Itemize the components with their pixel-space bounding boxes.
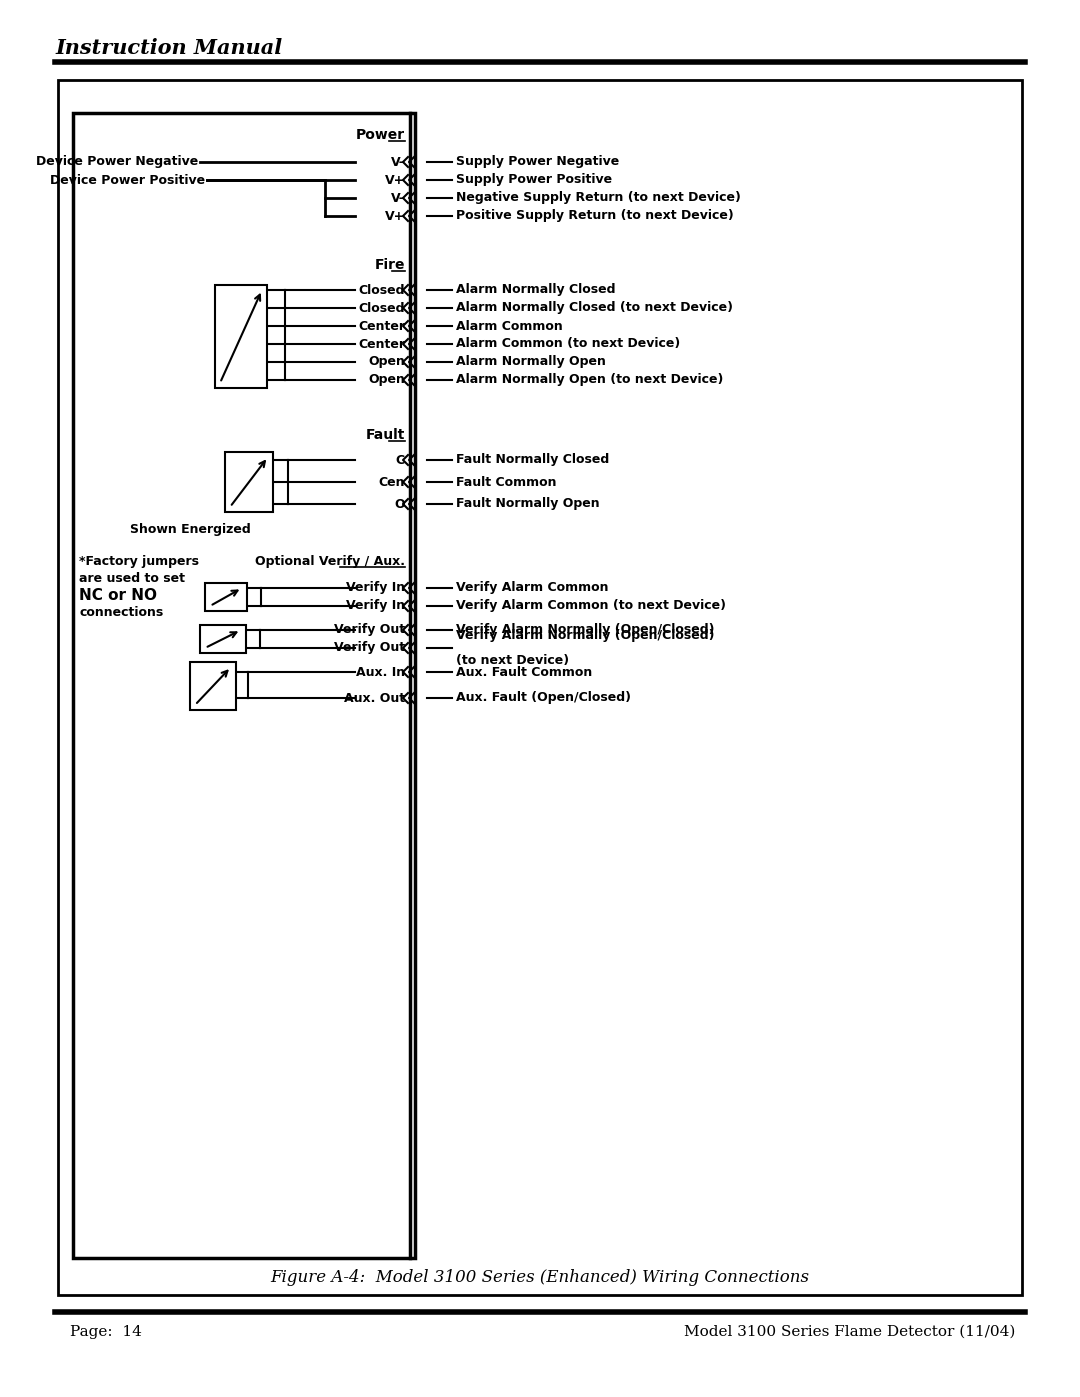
Text: Verify Alarm Normally (Open/Closed): Verify Alarm Normally (Open/Closed) <box>456 623 715 637</box>
Text: V+: V+ <box>384 210 405 222</box>
Text: V+: V+ <box>384 173 405 187</box>
Text: Verify In: Verify In <box>346 599 405 612</box>
Text: Device Power Positive: Device Power Positive <box>50 173 205 187</box>
Text: Power: Power <box>356 129 405 142</box>
Text: Fire: Fire <box>375 258 405 272</box>
Text: Verify Out: Verify Out <box>334 641 405 655</box>
Text: Verify Out: Verify Out <box>334 623 405 637</box>
Bar <box>58 80 1022 1295</box>
Text: V-: V- <box>391 155 405 169</box>
Bar <box>225 453 273 511</box>
Text: Alarm Common: Alarm Common <box>456 320 563 332</box>
Text: Alarm Normally Closed (to next Device): Alarm Normally Closed (to next Device) <box>456 302 733 314</box>
Text: Aux. In: Aux. In <box>356 665 405 679</box>
Text: Optional Verify / Aux.: Optional Verify / Aux. <box>255 556 405 569</box>
Text: Fault Normally Closed: Fault Normally Closed <box>456 454 609 467</box>
Text: Aux. Fault Common: Aux. Fault Common <box>456 665 592 679</box>
Text: Device Power Negative: Device Power Negative <box>36 155 198 169</box>
Text: NC or NO: NC or NO <box>79 588 157 604</box>
Text: Fault Common: Fault Common <box>456 475 556 489</box>
Text: (to next Device): (to next Device) <box>456 654 569 666</box>
Text: Open: Open <box>368 373 405 387</box>
Text: Center: Center <box>357 320 405 332</box>
Text: Cen: Cen <box>378 475 405 489</box>
Text: Verify Alarm Common (to next Device): Verify Alarm Common (to next Device) <box>456 599 726 612</box>
Text: Fault: Fault <box>366 427 405 441</box>
Text: connections: connections <box>79 605 163 619</box>
Text: Negative Supply Return (to next Device): Negative Supply Return (to next Device) <box>456 191 741 204</box>
Text: C: C <box>396 454 405 467</box>
Text: Positive Supply Return (to next Device): Positive Supply Return (to next Device) <box>456 210 733 222</box>
Bar <box>200 624 246 652</box>
Text: Alarm Common (to next Device): Alarm Common (to next Device) <box>456 338 680 351</box>
Text: Page:  14: Page: 14 <box>70 1324 141 1338</box>
Text: Closed: Closed <box>359 302 405 314</box>
Text: Fault Normally Open: Fault Normally Open <box>456 497 599 510</box>
Text: Shown Energized: Shown Energized <box>130 524 251 536</box>
Text: Verify Alarm Common: Verify Alarm Common <box>456 581 608 595</box>
Text: are used to set: are used to set <box>79 571 185 584</box>
Text: Center: Center <box>357 338 405 351</box>
Bar <box>73 113 415 1259</box>
Text: Verify In: Verify In <box>346 581 405 595</box>
Text: V-: V- <box>391 191 405 204</box>
Text: *Factory jumpers: *Factory jumpers <box>79 556 199 569</box>
Text: Verify Alarm Normally (Open/Closed): Verify Alarm Normally (Open/Closed) <box>456 629 715 643</box>
Bar <box>190 662 237 710</box>
Text: Model 3100 Series Flame Detector (11/04): Model 3100 Series Flame Detector (11/04) <box>684 1324 1015 1338</box>
Text: Supply Power Positive: Supply Power Positive <box>456 173 612 187</box>
Text: Aux. Fault (Open/Closed): Aux. Fault (Open/Closed) <box>456 692 631 704</box>
Text: Aux. Out: Aux. Out <box>343 692 405 704</box>
Text: Alarm Normally Open (to next Device): Alarm Normally Open (to next Device) <box>456 373 724 387</box>
Text: Closed: Closed <box>359 284 405 296</box>
Text: Alarm Normally Closed: Alarm Normally Closed <box>456 284 616 296</box>
Text: Instruction Manual: Instruction Manual <box>55 38 282 59</box>
Bar <box>215 285 267 388</box>
Text: O: O <box>394 497 405 510</box>
Bar <box>205 583 247 610</box>
Text: Open: Open <box>368 355 405 369</box>
Text: Alarm Normally Open: Alarm Normally Open <box>456 355 606 369</box>
Text: Supply Power Negative: Supply Power Negative <box>456 155 619 169</box>
Text: Figure A-4:  Model 3100 Series (Enhanced) Wiring Connections: Figure A-4: Model 3100 Series (Enhanced)… <box>270 1270 810 1287</box>
